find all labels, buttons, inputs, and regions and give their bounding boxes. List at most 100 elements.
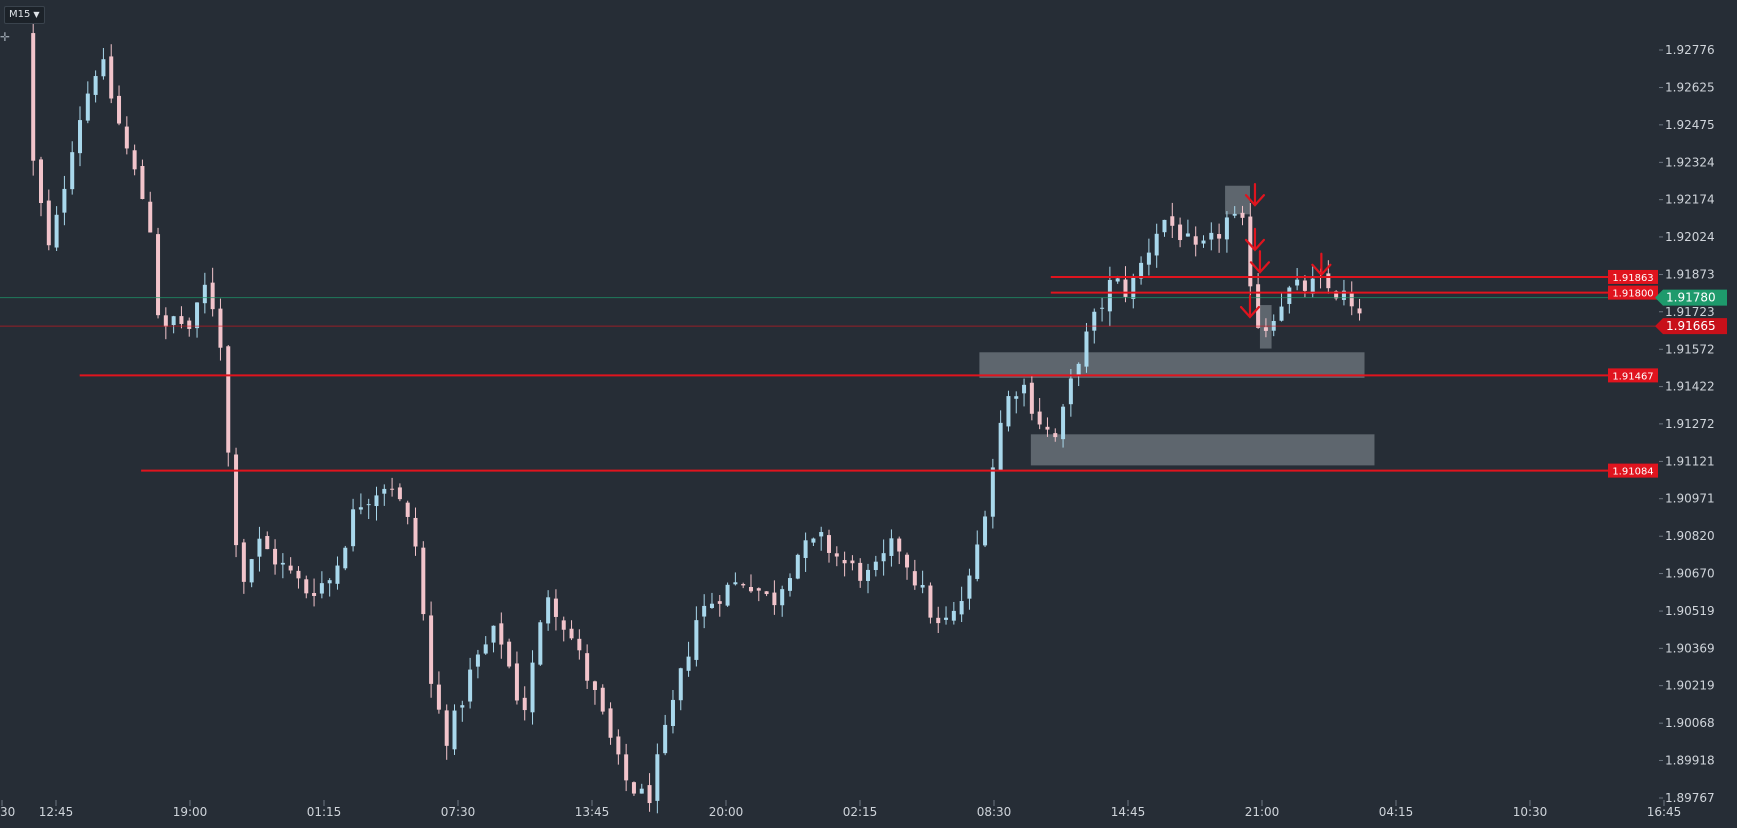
sell-arrow-icon — [1239, 294, 1261, 319]
sell-arrow-icon — [1249, 250, 1271, 274]
bear-candle — [163, 315, 168, 327]
y-tick-label: 1.92324 — [1665, 155, 1715, 169]
bear-candle — [764, 591, 769, 595]
y-tick-label: 1.89918 — [1665, 753, 1715, 767]
bull-candle — [335, 565, 340, 584]
bear-candle — [140, 166, 145, 199]
bull-candle — [795, 554, 800, 579]
bear-candle — [1037, 411, 1042, 425]
bull-candle — [101, 59, 106, 77]
bull-candle — [866, 569, 871, 581]
x-tick-label: 10:30 — [1513, 805, 1548, 819]
bear-candle — [905, 554, 910, 568]
caret-down-icon: ▼ — [33, 10, 40, 19]
bull-candle — [249, 559, 254, 583]
bear-candle — [1256, 284, 1261, 328]
bear-candle — [273, 548, 278, 565]
bull-candle — [1146, 252, 1151, 265]
bear-candle — [234, 454, 239, 546]
bear-candle — [624, 754, 629, 781]
bull-candle — [811, 538, 816, 543]
bear-candle — [553, 598, 558, 617]
y-tick-label: 1.91121 — [1665, 454, 1715, 468]
bear-candle — [241, 542, 246, 582]
x-tick-label: 04:15 — [1379, 805, 1414, 819]
x-tick-label: 30 — [0, 805, 15, 819]
y-tick-label: 1.92024 — [1665, 230, 1715, 244]
y-tick-label: 1.90971 — [1665, 492, 1715, 506]
bull-candle — [1209, 232, 1214, 240]
bull-candle — [171, 316, 176, 326]
level-tag — [1608, 368, 1658, 383]
bull-candle — [733, 582, 738, 585]
bear-candle — [1357, 308, 1362, 314]
bear-candle — [1217, 234, 1222, 239]
x-tick-label: 12:45 — [39, 805, 74, 819]
bull-candle — [663, 724, 668, 754]
x-tick-label: 20:00 — [709, 805, 744, 819]
bear-candle — [741, 584, 746, 586]
bull-candle — [1201, 240, 1206, 244]
timeframe-label: M15 — [9, 9, 31, 20]
bull-candle — [327, 580, 332, 584]
bull-candle — [491, 625, 496, 643]
bull-candle — [1185, 233, 1190, 237]
bear-candle — [1045, 426, 1050, 430]
bear-candle — [304, 579, 309, 594]
y-tick-label: 1.91873 — [1665, 267, 1715, 281]
bull-candle — [881, 553, 886, 562]
bull-candle — [1068, 378, 1073, 405]
bull-candle — [358, 507, 363, 510]
bull-candle — [546, 597, 551, 624]
bull-candle — [702, 605, 707, 617]
bear-candle — [109, 56, 114, 99]
bear-candle — [928, 585, 933, 618]
timeframe-selector[interactable]: M15 ▼ — [4, 6, 45, 24]
bull-candle — [1006, 396, 1011, 427]
bull-candle — [967, 575, 972, 599]
bull-candle — [351, 509, 356, 547]
y-tick-label: 1.91572 — [1665, 342, 1715, 356]
price-axis[interactable]: 1.92776 1.92625 1.92475 1.92324 1.92174 1.920… — [1655, 43, 1727, 805]
bear-candle — [1302, 280, 1307, 291]
bear-candle — [858, 562, 863, 581]
bear-candle — [577, 638, 582, 651]
bull-candle — [54, 214, 59, 248]
x-tick-label: 01:15 — [307, 805, 342, 819]
bear-candle — [429, 615, 434, 684]
bull-candle — [1115, 278, 1120, 282]
bull-candle — [1022, 384, 1027, 394]
bull-candle — [920, 585, 925, 588]
bear-candle — [717, 601, 722, 604]
bear-candle — [117, 95, 122, 124]
bull-candle — [374, 495, 379, 507]
bear-candle — [600, 687, 605, 712]
bear-candle — [772, 592, 777, 606]
bear-candle — [1123, 279, 1128, 297]
bull-candle — [1287, 287, 1292, 304]
last-price-tag-label: 1.91665 — [1666, 319, 1716, 333]
y-tick-label: 1.90519 — [1665, 604, 1715, 618]
bull-candle — [873, 561, 878, 571]
zones-layer — [979, 185, 1375, 466]
bull-candle — [990, 467, 995, 517]
bull-candle — [1061, 406, 1066, 440]
bull-candle — [1092, 311, 1097, 331]
bear-candle — [436, 684, 441, 710]
bear-candle — [218, 308, 223, 348]
bull-candle — [319, 583, 324, 594]
bull-candle — [530, 662, 535, 713]
bear-candle — [631, 782, 636, 794]
time-axis[interactable]: 30 12:45 19:00 01:15 07:30 13:45 20:00 02:15 08:… — [0, 800, 1681, 819]
bull-candle — [468, 669, 473, 702]
bull-candle — [1100, 307, 1105, 309]
bear-candle — [46, 200, 51, 246]
bear-candle — [124, 126, 129, 149]
levels-layer: 1.91863 1.91800 1.91467 1.91084 — [0, 269, 1660, 478]
bull-candle — [655, 754, 660, 801]
bear-candle — [265, 536, 270, 550]
x-tick-label: 14:45 — [1111, 805, 1146, 819]
crosshair-icon[interactable]: ✛ — [0, 30, 11, 44]
bull-candle — [1232, 213, 1237, 216]
